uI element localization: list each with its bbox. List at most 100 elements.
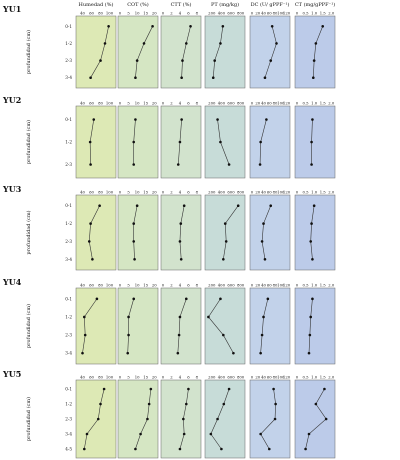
x-tick-label: 8 (196, 190, 199, 195)
depth-label: 0-1 (65, 296, 72, 301)
x-tick-label: 0 (162, 190, 165, 195)
x-tick-label: 120 (283, 11, 291, 16)
x-tick-label: 8 (196, 101, 199, 106)
x-tick-label: 5 (127, 101, 130, 106)
data-point (207, 315, 210, 319)
x-tick-label: 0 (251, 190, 254, 195)
x-tick-label: 200 (208, 101, 216, 106)
data-point (178, 315, 182, 319)
panel-background (75, 194, 117, 271)
data-point (309, 315, 313, 319)
data-point (98, 204, 101, 208)
data-point (209, 432, 213, 436)
x-tick-label: 0.5 (303, 190, 310, 195)
x-tick-label: 15 (143, 190, 148, 195)
data-point (314, 42, 318, 45)
data-point (178, 447, 182, 451)
depth-label: 1-2 (65, 221, 72, 226)
data-point (96, 417, 100, 421)
x-tick-label: 100 (277, 375, 285, 380)
data-point (308, 333, 312, 337)
x-tick-label: 10 (135, 190, 140, 195)
panel-background (249, 105, 291, 179)
x-tick-label: 80 (273, 101, 278, 106)
data-point (178, 140, 182, 144)
data-point (83, 333, 87, 337)
x-tick-label: 100 (106, 190, 114, 195)
depth-label: 2-3 (65, 239, 72, 244)
x-tick-label: 600 (227, 283, 235, 288)
x-tick-label: 1.5 (320, 11, 327, 16)
data-point (274, 402, 277, 406)
panel-background (294, 105, 336, 179)
x-tick-label: 80 (98, 101, 103, 106)
data-point (132, 163, 136, 166)
data-point (258, 163, 262, 166)
depth-label: 3-4 (65, 257, 72, 262)
x-tick-label: 60 (89, 101, 94, 106)
data-point (182, 432, 186, 436)
panel-background (117, 379, 159, 459)
x-tick-label: 800 (237, 190, 245, 195)
x-tick-label: 6 (187, 11, 190, 16)
site-title: YU4 (2, 277, 22, 287)
x-tick-label: 6 (187, 283, 190, 288)
depth-label: 3-4 (65, 351, 72, 356)
x-tick-label: 4 (179, 101, 182, 106)
data-point (222, 333, 225, 337)
data-point (224, 240, 228, 243)
data-point (307, 351, 311, 355)
data-point (95, 297, 99, 301)
data-point (311, 118, 314, 121)
data-point (81, 351, 84, 355)
data-point (135, 59, 139, 62)
data-point (323, 387, 326, 391)
x-tick-label: 4 (179, 11, 182, 16)
data-point (102, 387, 106, 391)
x-tick-label: 100 (277, 101, 285, 106)
data-point (87, 240, 91, 243)
panel-background (117, 287, 159, 365)
panel-background (294, 287, 336, 365)
x-tick-label: 60 (89, 375, 94, 380)
x-tick-label: 40 (261, 190, 266, 195)
panel-background (249, 15, 291, 89)
x-tick-label: 600 (227, 375, 235, 380)
x-tick-label: 6 (187, 101, 190, 106)
data-point (272, 387, 275, 391)
data-point (275, 42, 278, 45)
column-header: PT (mg/kg) (211, 1, 239, 8)
depth-label: 2-3 (65, 417, 72, 422)
x-tick-label: 20 (152, 190, 157, 195)
x-tick-label: 600 (227, 11, 235, 16)
data-point (236, 204, 240, 208)
x-tick-label: 200 (208, 11, 216, 16)
data-point (103, 42, 107, 45)
data-point (324, 417, 328, 421)
x-tick-label: 20 (255, 283, 260, 288)
data-point (232, 351, 235, 355)
data-point (180, 118, 183, 121)
x-tick-label: 1.5 (320, 283, 327, 288)
panel-background (204, 379, 246, 459)
x-tick-label: 2 (170, 190, 173, 195)
x-tick-label: 20 (152, 375, 157, 380)
x-tick-label: 15 (143, 283, 148, 288)
profile-line (135, 26, 153, 78)
x-tick-label: 20 (255, 101, 260, 106)
profile-line (260, 298, 269, 354)
x-tick-label: 0 (251, 283, 254, 288)
panel-background (204, 105, 246, 179)
depth-label: 2-3 (65, 162, 72, 167)
x-tick-label: 40 (80, 283, 85, 288)
data-point (89, 222, 92, 225)
x-tick-label: 15 (143, 11, 148, 16)
x-tick-label: 2.0 (328, 101, 335, 106)
column-header: COT (%) (127, 1, 149, 8)
data-point (267, 447, 271, 451)
x-tick-label: 0 (162, 375, 165, 380)
x-tick-label: 400 (218, 190, 226, 195)
data-point (184, 297, 188, 301)
y-axis-title: profundidad (cm) (25, 397, 32, 441)
